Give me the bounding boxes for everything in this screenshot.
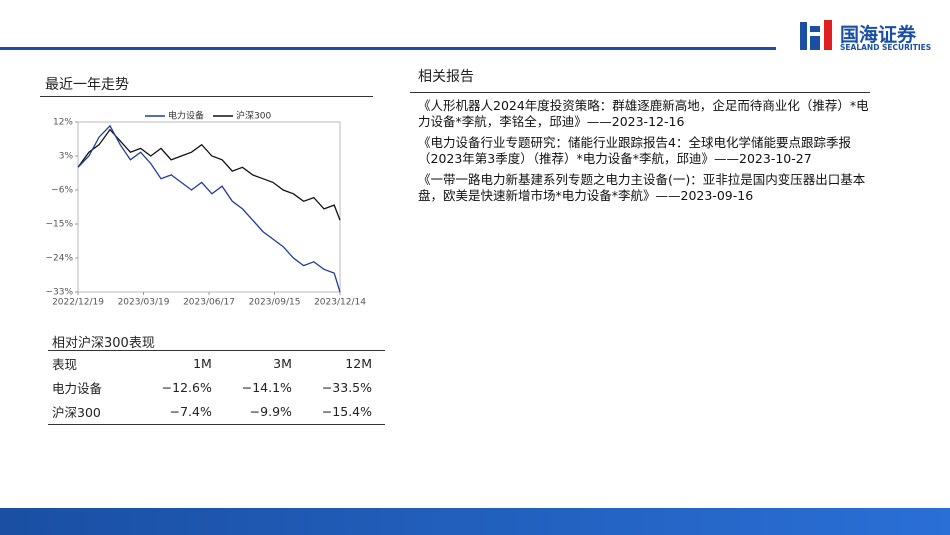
table-cell: −15.4% xyxy=(321,403,372,419)
table-cell: 电力设备 xyxy=(52,380,103,396)
rule xyxy=(40,96,373,97)
footer-bar xyxy=(0,508,950,535)
report-item: 《人形机器人2024年度投资策略：群雄逐鹿新高地，企足而待商业化（推荐）*电力设… xyxy=(418,98,869,129)
y-tick-label: −6% xyxy=(51,186,73,196)
table-cell: 12M xyxy=(345,355,372,371)
y-tick-label: −15% xyxy=(45,220,73,230)
chart: 12% 3% −6% −15% −24% −33%2022/12/19 2023/03/19… xyxy=(45,110,366,308)
section-title: 相关报告 xyxy=(418,69,474,85)
table-cell: 沪深300 xyxy=(52,404,101,420)
table-cell: 3M xyxy=(273,355,292,371)
legend-label: 沪深300 xyxy=(236,110,271,122)
report-item: 《电力设备行业专题研究：储能行业跟踪报告4：全球电化学储能要点跟踪季报（2023… xyxy=(418,135,851,166)
x-tick-label: 2022/12/19 xyxy=(52,298,104,308)
table-cell: −33.5% xyxy=(321,379,372,395)
x-tick-label: 2023/03/19 xyxy=(118,298,170,308)
rule xyxy=(48,350,385,351)
x-tick-label: 2023/09/15 xyxy=(249,298,301,308)
table-cell: −14.1% xyxy=(241,379,292,395)
report-item: 《一带一路电力新基建系列专题之电力主设备(一)：亚非拉是国内变压器出口基本盘，欧… xyxy=(418,172,866,203)
top-rule xyxy=(0,47,776,50)
brand-en: SEALAND SECURITIES xyxy=(840,43,932,52)
table-cell: −7.4% xyxy=(169,403,212,419)
table-cell: −12.6% xyxy=(161,379,212,395)
legend-label: 电力设备 xyxy=(168,110,204,122)
series-line xyxy=(77,124,341,293)
y-tick-label: 3% xyxy=(59,152,74,162)
perf-table: 表现 1M 3M 12M 电力设备 −12.6% −14.1% −33.5% 沪深300 −7.4… xyxy=(52,351,372,423)
x-tick-label: 2023/06/17 xyxy=(183,298,235,308)
table-cell: 1M xyxy=(193,355,212,371)
rule xyxy=(410,92,870,93)
logo-icon xyxy=(800,20,832,50)
table-title: 相对沪深300表现 xyxy=(52,336,155,351)
table-cell: 表现 xyxy=(52,356,78,372)
report-list: 《人形机器人2024年度投资策略：群雄逐鹿新高地，企足而待商业化（推荐）*电力设… xyxy=(418,98,873,209)
section-title: 最近一年走势 xyxy=(45,77,129,93)
series-line xyxy=(77,128,341,221)
brand: 国海证券 xyxy=(840,24,917,46)
y-tick-label: −33% xyxy=(45,288,73,298)
plot-frame xyxy=(77,121,341,293)
y-tick-label: 12% xyxy=(53,118,73,128)
x-tick-label: 2023/12/14 xyxy=(314,298,366,308)
y-tick-label: −24% xyxy=(45,254,73,264)
table-cell: −9.9% xyxy=(249,403,292,419)
rule xyxy=(48,424,385,425)
